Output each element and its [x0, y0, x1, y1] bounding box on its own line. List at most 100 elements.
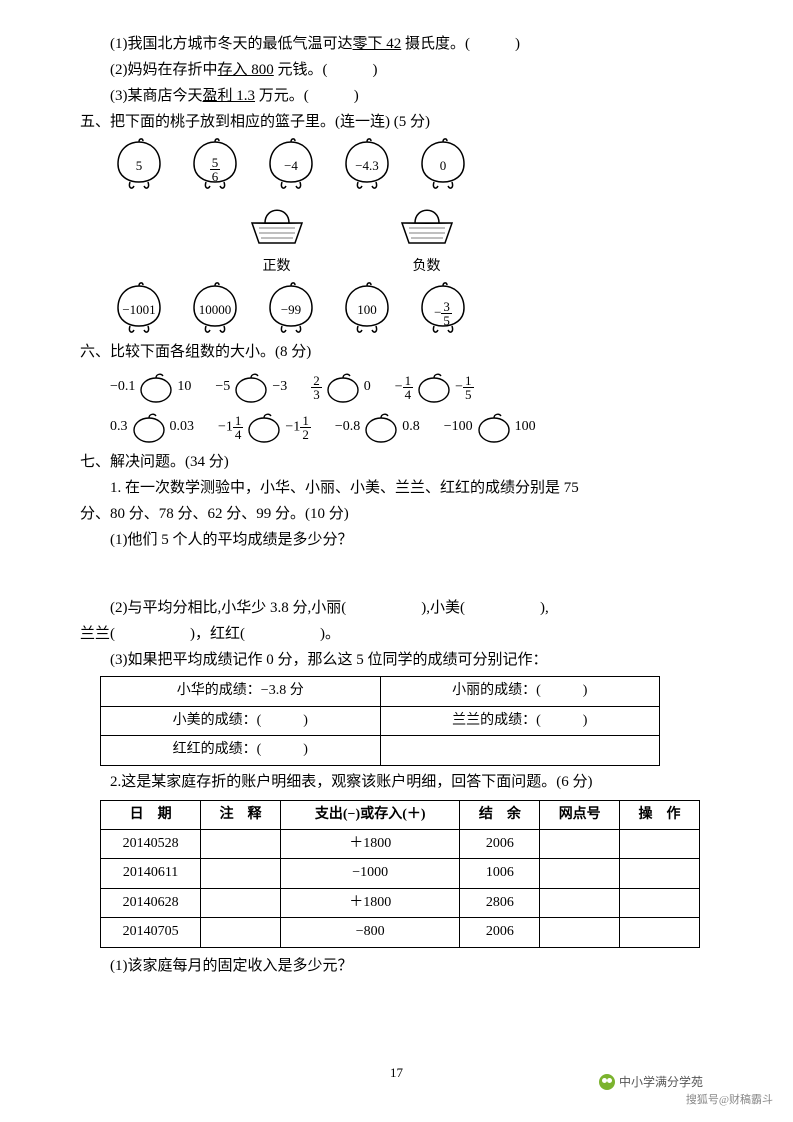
watermark: 搜狐号@财稿霸斗	[686, 1092, 773, 1110]
table-header: 网点号	[540, 800, 620, 829]
table-cell: 20140611	[101, 859, 201, 888]
q4-sub2-a: (2)妈妈在存折中	[110, 62, 218, 78]
table-cell: 20140628	[101, 888, 201, 917]
peach-icon: −35	[414, 282, 472, 336]
q5-peach-row-bottom: −1001 10000 −99 100 −35	[80, 282, 723, 336]
peach-icon: 56	[186, 138, 244, 192]
wechat-icon	[599, 1074, 615, 1090]
table-cell: 20140528	[101, 829, 201, 858]
table-cell	[620, 888, 700, 917]
q7-p1-1: (1)他们 5 个人的平均成绩是多少分？	[80, 528, 723, 552]
apple-icon	[324, 370, 362, 404]
table-header: 结 余	[460, 800, 540, 829]
peach-icon: 0	[414, 138, 472, 192]
table-cell	[620, 918, 700, 947]
compare-item: −100100	[444, 410, 536, 444]
table-header: 注 释	[201, 800, 281, 829]
table-cell: 2806	[460, 888, 540, 917]
q7-p2-1: (1)该家庭每月的固定收入是多少元？	[80, 954, 723, 978]
q5-basket-row: 正数负数	[80, 198, 723, 278]
peach-icon: 5	[110, 138, 168, 192]
table-cell	[540, 829, 620, 858]
wechat-text: 中小学满分学苑	[619, 1073, 703, 1092]
q4-sub3: (3)某商店今天盈利 1.3 万元。( )	[80, 84, 723, 108]
q7-p1-2b: 兰兰( )，红红( )。	[80, 622, 723, 646]
apple-icon	[475, 410, 513, 444]
q4-sub3-b: 万元。( )	[255, 88, 359, 104]
peach-icon: 100	[338, 282, 396, 336]
table-header: 操 作	[620, 800, 700, 829]
apple-icon	[137, 370, 175, 404]
table-row: 20140611 −10001006	[101, 859, 700, 888]
peach-icon: −99	[262, 282, 320, 336]
compare-item: −114−112	[218, 410, 311, 444]
table-cell: ＋1800	[280, 888, 459, 917]
q4-sub2-b: 元钱。( )	[274, 62, 378, 78]
q4-sub3-u: 盈利 1.3	[203, 88, 256, 104]
table-cell	[540, 859, 620, 888]
table-cell	[620, 859, 700, 888]
peach-icon: −4	[262, 138, 320, 192]
t1-c4: 兰兰的成绩：( )	[380, 706, 660, 735]
apple-icon	[130, 410, 168, 444]
table-cell: ＋1800	[280, 829, 459, 858]
t1-c3: 小美的成绩：( )	[101, 706, 381, 735]
q7-title: 七、解决问题。(34 分)	[80, 450, 723, 474]
apple-icon	[232, 370, 270, 404]
table-cell: 2006	[460, 918, 540, 947]
compare-item: −0.80.8	[335, 410, 420, 444]
table-cell: 1006	[460, 859, 540, 888]
q7-table2: 日 期注 释支出(−)或存入(＋)结 余网点号操 作 20140528 ＋1800…	[100, 800, 700, 948]
q7-p1-3: (3)如果把平均成绩记作 0 分，那么这 5 位同学的成绩可分别记作：	[80, 648, 723, 672]
compare-item: 0.30.03	[110, 410, 194, 444]
basket-icon: 负数	[382, 198, 472, 278]
q5-title: 五、把下面的桃子放到相应的篮子里。(连一连) (5 分)	[80, 110, 723, 134]
table-cell	[201, 829, 281, 858]
table-row: 20140705 −8002006	[101, 918, 700, 947]
basket-icon: 正数	[232, 198, 322, 278]
q4-sub2-u: 存入 800	[218, 62, 274, 78]
peach-icon: −4.3	[338, 138, 396, 192]
table-header: 支出(−)或存入(＋)	[280, 800, 459, 829]
apple-icon	[415, 370, 453, 404]
peach-icon: 10000	[186, 282, 244, 336]
compare-item: −0.110	[110, 370, 191, 404]
apple-icon	[245, 410, 283, 444]
q4-sub2: (2)妈妈在存折中存入 800 元钱。( )	[80, 58, 723, 82]
q5-peach-row-top: 5 56 −4 −4.3 0	[80, 138, 723, 192]
table-cell	[201, 859, 281, 888]
q6-title: 六、比较下面各组数的大小。(8 分)	[80, 340, 723, 364]
compare-item: −14−15	[395, 370, 474, 404]
q4-sub1-b: 摄氏度。( )	[401, 36, 520, 52]
table-row: 20140628 ＋18002806	[101, 888, 700, 917]
q6-row2: 0.30.03 −114−112 −0.80.8 −100100	[80, 410, 723, 444]
compare-item: 230	[311, 370, 371, 404]
t1-c1: 小华的成绩：−3.8 分	[101, 677, 381, 706]
table-cell: 2006	[460, 829, 540, 858]
compare-item: −5−3	[215, 370, 287, 404]
t1-c5: 红红的成绩：( )	[101, 736, 381, 765]
q7-p2: 2.这是某家庭存折的账户明细表，观察该账户明细，回答下面问题。(6 分)	[80, 770, 723, 794]
table-cell	[540, 888, 620, 917]
q7-p1b: 分、80 分、78 分、62 分、99 分。(10 分)	[80, 502, 723, 526]
peach-icon: −1001	[110, 282, 168, 336]
t1-c2: 小丽的成绩：( )	[380, 677, 660, 706]
table-cell	[620, 829, 700, 858]
table-cell	[201, 918, 281, 947]
q7-p1-2a: (2)与平均分相比,小华少 3.8 分,小丽( ),小美( ),	[80, 596, 723, 620]
t1-c6	[380, 736, 660, 765]
table-cell	[201, 888, 281, 917]
apple-icon	[362, 410, 400, 444]
table-cell	[540, 918, 620, 947]
q4-sub3-a: (3)某商店今天	[110, 88, 203, 104]
table-row: 20140528 ＋18002006	[101, 829, 700, 858]
q6-row1: −0.110 −5−3 230 −14−15	[80, 370, 723, 404]
table-header: 日 期	[101, 800, 201, 829]
table-cell: −800	[280, 918, 459, 947]
table-cell: 20140705	[101, 918, 201, 947]
table-cell: −1000	[280, 859, 459, 888]
q4-sub1: (1)我国北方城市冬天的最低气温可达零下 42 摄氏度。( )	[80, 32, 723, 56]
q7-p1a: 1. 在一次数学测验中，小华、小丽、小美、兰兰、红红的成绩分别是 75	[80, 476, 723, 500]
q4-sub1-a: (1)我国北方城市冬天的最低气温可达	[110, 36, 353, 52]
q4-sub1-u: 零下 42	[353, 36, 402, 52]
